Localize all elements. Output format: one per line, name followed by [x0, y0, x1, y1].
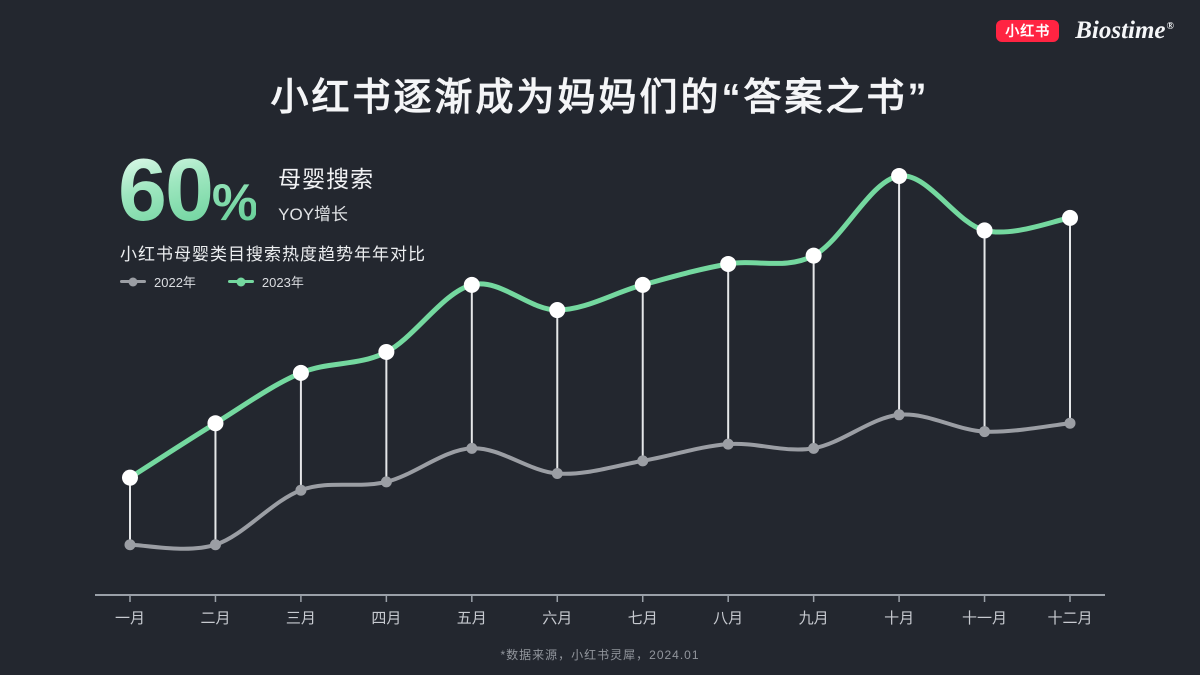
x-axis-label: 一月: [115, 610, 145, 627]
point-2022: [295, 484, 307, 496]
trend-chart-svg: 一月 二月 三月 四月 五月 六月 七月 八月 九月 十月 十一月 十二月: [95, 167, 1105, 627]
point-2023: [976, 222, 993, 239]
legend-label-2022: 2022年: [154, 275, 196, 290]
registered-trademark-mark: ®: [1166, 20, 1174, 32]
chart-legend: 2022年 2023年: [120, 272, 304, 291]
x-axis-label: 六月: [542, 610, 572, 627]
point-2022: [893, 409, 905, 421]
stat-label: 母婴搜索 YOY增长: [278, 154, 374, 225]
point-2023: [891, 167, 908, 184]
trend-chart: 一月 二月 三月 四月 五月 六月 七月 八月 九月 十月 十一月 十二月: [80, 140, 1120, 640]
x-axis-label: 八月: [713, 610, 743, 627]
point-2023: [634, 276, 651, 293]
legend-dot-2022: [128, 277, 138, 286]
point-2023: [207, 415, 224, 432]
x-axis-label: 四月: [371, 610, 401, 627]
point-2023: [378, 343, 395, 360]
point-2023: [122, 469, 138, 486]
point-2022: [551, 467, 563, 479]
legend-dot-2023: [236, 277, 246, 286]
legend-marker-2023: [227, 277, 254, 286]
point-2023: [463, 276, 480, 293]
legend-label-2023: 2023年: [261, 275, 304, 290]
x-axis-label: 十一月: [962, 610, 1007, 627]
x-axis-label: 十月: [884, 610, 914, 627]
point-2022: [637, 455, 649, 467]
x-axis-label: 三月: [286, 610, 316, 627]
point-2022: [466, 442, 478, 454]
point-2022: [380, 476, 392, 488]
x-axis-label: 二月: [200, 610, 230, 627]
point-2023: [292, 364, 309, 381]
stat-label-primary: 母婴搜索: [278, 166, 375, 193]
point-2022: [808, 442, 820, 454]
point-2022: [209, 539, 221, 551]
point-2023: [720, 255, 737, 272]
x-axis-label: 七月: [628, 610, 658, 627]
biostime-logo: Biostime®: [1075, 18, 1174, 43]
legend-marker-2022: [120, 277, 146, 286]
x-axis-label: 五月: [457, 610, 487, 627]
line-series-2023: [127, 173, 1073, 481]
stat-label-secondary: YOY增长: [278, 205, 349, 225]
page-title: 小红书逐渐成为妈妈们的“答案之书”: [270, 77, 930, 119]
legend-item-2023: 2023年: [227, 272, 304, 291]
point-2022: [1064, 417, 1076, 429]
point-2023: [549, 302, 566, 319]
point-2023: [805, 247, 822, 264]
x-axis-label: 十二月: [1047, 610, 1092, 627]
point-2022: [979, 426, 991, 438]
point-2022: [722, 438, 734, 450]
point-2023: [1062, 209, 1078, 226]
stat-block: 60% 母婴搜索 YOY增长: [118, 150, 374, 229]
line-series-2022: [128, 412, 1072, 551]
xiaohongshu-logo: 小红书: [996, 19, 1060, 42]
legend-item-2022: 2022年: [120, 272, 196, 291]
header-logos: 小红书 Biostime®: [996, 18, 1174, 43]
point-2022: [124, 539, 136, 551]
chart-subtitle: 小红书母婴类目搜索热度趋势年年对比: [120, 245, 426, 264]
data-source: *数据来源，小红书灵犀，2024.01: [500, 648, 700, 662]
biostime-wordmark: Biostime: [1075, 17, 1166, 44]
x-axis-label: 九月: [799, 610, 829, 627]
